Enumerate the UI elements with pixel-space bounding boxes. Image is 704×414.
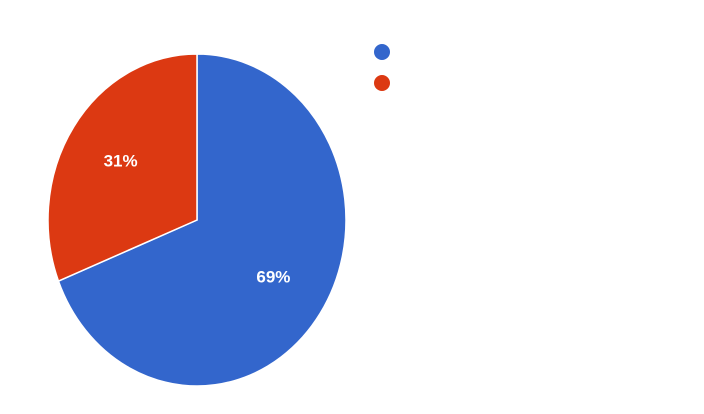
pie-slice-label-1: 69% — [256, 267, 290, 286]
pie-slice-label-2: 31% — [104, 152, 138, 171]
pie-slice-1[interactable] — [57, 53, 347, 387]
pie-slice-labels: 69% 31% — [104, 152, 291, 287]
pie-slices — [47, 53, 347, 387]
legend-marker-2[interactable] — [374, 75, 390, 91]
legend — [374, 44, 390, 91]
legend-marker-1[interactable] — [374, 44, 390, 60]
pie-slice-2[interactable] — [47, 53, 198, 283]
